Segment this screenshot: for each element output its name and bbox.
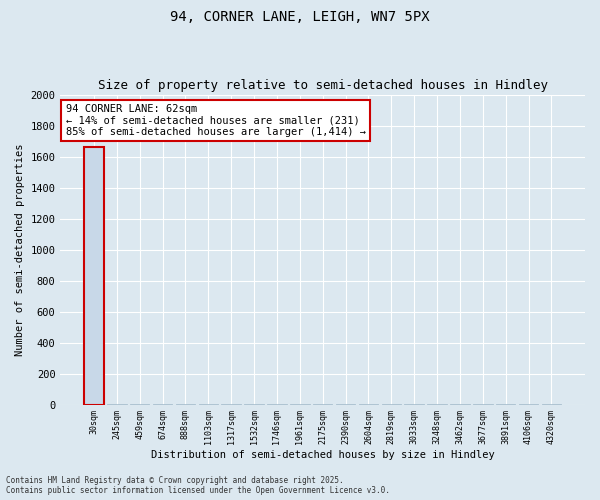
Y-axis label: Number of semi-detached properties: Number of semi-detached properties (15, 144, 25, 356)
Text: 94 CORNER LANE: 62sqm
← 14% of semi-detached houses are smaller (231)
85% of sem: 94 CORNER LANE: 62sqm ← 14% of semi-deta… (65, 104, 365, 137)
X-axis label: Distribution of semi-detached houses by size in Hindley: Distribution of semi-detached houses by … (151, 450, 494, 460)
Text: Contains HM Land Registry data © Crown copyright and database right 2025.
Contai: Contains HM Land Registry data © Crown c… (6, 476, 390, 495)
Title: Size of property relative to semi-detached houses in Hindley: Size of property relative to semi-detach… (98, 79, 548, 92)
Bar (84, 148, 104, 404)
Text: 94, CORNER LANE, LEIGH, WN7 5PX: 94, CORNER LANE, LEIGH, WN7 5PX (170, 10, 430, 24)
